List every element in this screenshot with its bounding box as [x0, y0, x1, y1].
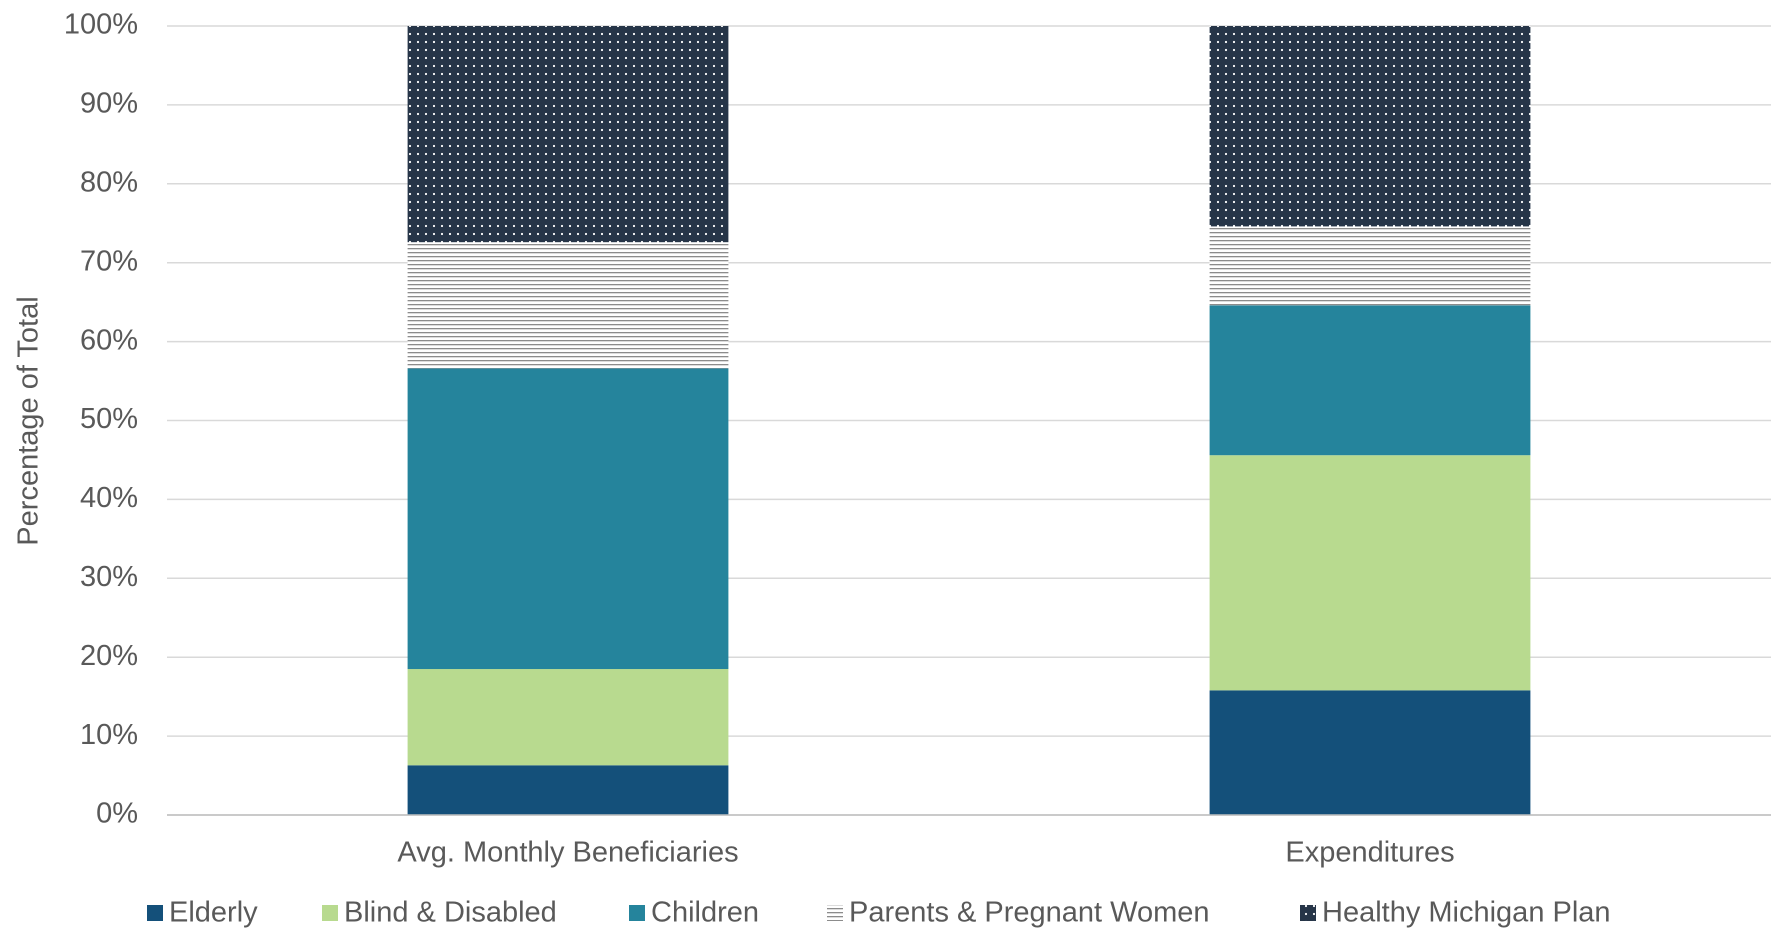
bar-segment — [1209, 226, 1531, 306]
y-tick-label: 50% — [80, 403, 138, 435]
y-tick-label: 80% — [80, 166, 138, 198]
y-tick-label: 20% — [80, 640, 138, 672]
y-axis-title: Percentage of Total — [13, 296, 45, 545]
legend-swatch — [147, 905, 163, 921]
bar-segment — [407, 242, 729, 369]
bar-segment — [407, 765, 729, 815]
y-tick-label: 30% — [80, 561, 138, 593]
y-tick-label: 10% — [80, 719, 138, 751]
legend-label: Parents & Pregnant Women — [849, 897, 1210, 929]
y-tick-label: 0% — [96, 798, 138, 830]
legend-swatch — [827, 905, 843, 921]
legend-label: Healthy Michigan Plan — [1322, 897, 1611, 929]
legend-swatch — [1300, 905, 1316, 921]
y-tick-label: 90% — [80, 88, 138, 120]
legend-label: Blind & Disabled — [344, 897, 557, 929]
bar-segment — [407, 368, 729, 670]
y-tick-label: 100% — [64, 9, 138, 41]
x-tick-label: Expenditures — [1285, 837, 1454, 869]
y-tick-label: 40% — [80, 482, 138, 514]
legend-swatch — [629, 905, 645, 921]
x-tick-label: Avg. Monthly Beneficiaries — [397, 837, 738, 869]
bar-segment — [1209, 455, 1531, 691]
y-tick-label: 60% — [80, 324, 138, 356]
bar-segment — [1209, 26, 1531, 227]
bar-segment — [407, 669, 729, 766]
legend-swatch — [322, 905, 338, 921]
bar-segment — [407, 26, 729, 243]
bar-segment — [1209, 305, 1531, 456]
legend-label: Children — [651, 897, 759, 929]
legend-label: Elderly — [169, 897, 258, 929]
bar-segment — [1209, 690, 1531, 815]
y-tick-label: 70% — [80, 245, 138, 277]
